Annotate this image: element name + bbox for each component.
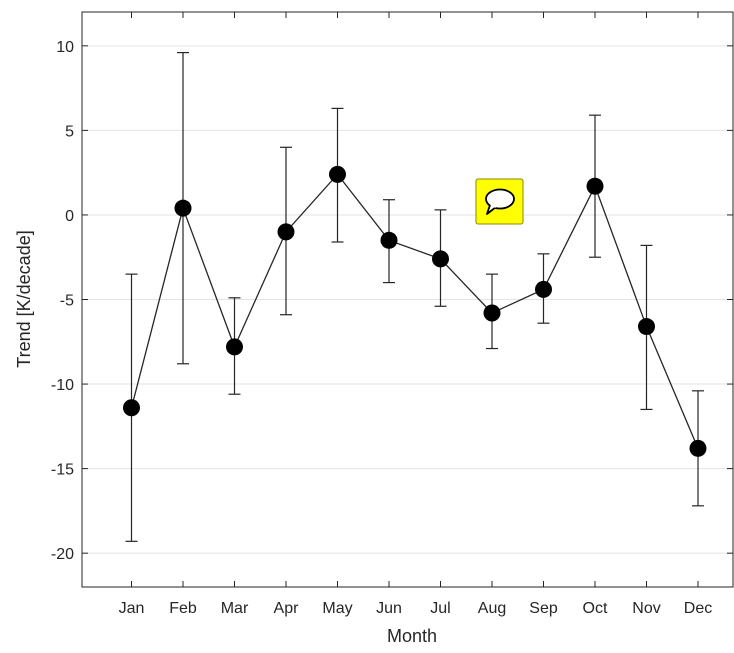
x-tick-label: Jul — [430, 600, 450, 617]
x-tick-label: Apr — [274, 600, 300, 617]
data-point — [432, 250, 449, 267]
x-tick-label: Dec — [684, 600, 712, 617]
x-tick-label: Oct — [583, 600, 608, 617]
data-point — [484, 305, 501, 322]
y-tick-label: -15 — [51, 462, 74, 479]
y-tick-label: 0 — [65, 208, 74, 225]
annotation-button[interactable] — [476, 179, 523, 224]
data-point — [381, 232, 398, 249]
y-tick-label: 5 — [65, 123, 74, 140]
x-tick-label: May — [322, 600, 352, 617]
x-tick-label: Aug — [478, 600, 506, 617]
x-tick-label: Mar — [221, 600, 249, 617]
data-point — [226, 338, 243, 355]
data-point — [587, 178, 604, 195]
data-point — [690, 440, 707, 457]
data-point — [175, 200, 192, 217]
x-tick-label: Feb — [169, 600, 197, 617]
x-tick-label: Jun — [376, 600, 402, 617]
data-point — [535, 281, 552, 298]
y-axis-title: Trend [K/decade] — [14, 230, 34, 367]
y-tick-label: 10 — [56, 39, 74, 56]
x-tick-label: Jan — [119, 600, 145, 617]
data-point — [638, 318, 655, 335]
data-point — [123, 399, 140, 416]
x-tick-label: Sep — [529, 600, 558, 617]
x-tick-label: Nov — [632, 600, 660, 617]
x-axis-title: Month — [387, 626, 437, 646]
y-tick-label: -5 — [60, 293, 74, 310]
data-point — [329, 166, 346, 183]
data-point — [278, 223, 295, 240]
y-tick-label: -20 — [51, 546, 74, 563]
y-tick-label: -10 — [51, 377, 74, 394]
